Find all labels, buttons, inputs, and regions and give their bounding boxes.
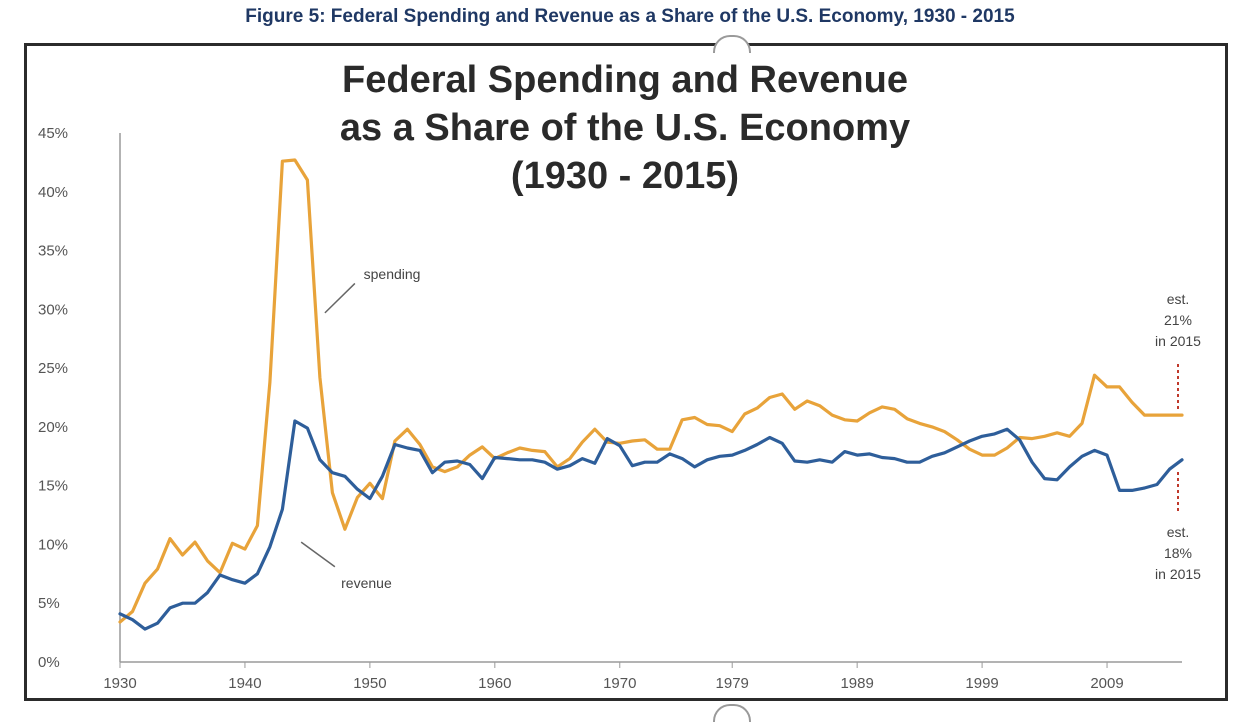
series-line-revenue: [118, 419, 1184, 631]
spending-end-annotation-line-1: est.: [1167, 291, 1190, 307]
chart-frame: [24, 43, 1228, 701]
y-tick-label: 5%: [38, 595, 60, 612]
spending-end-annotation-line-2: 21%: [1164, 312, 1192, 328]
y-tick-label: 25%: [38, 360, 68, 377]
chart-title: Federal Spending and Revenue as a Share …: [180, 56, 1070, 200]
series-line-spending: [118, 158, 1184, 624]
x-tick-label: 2009: [1090, 675, 1123, 692]
figure-caption: Figure 5: Federal Spending and Revenue a…: [245, 6, 1015, 27]
revenue-end-annotation-line-3: in 2015: [1155, 566, 1201, 582]
x-tick-label: 1989: [840, 675, 873, 692]
chart-title-line-3: (1930 - 2015): [510, 155, 740, 197]
chart-title-line-2: as a Share of the U.S. Economy: [339, 107, 911, 149]
revenue-end-annotation-line-1: est.: [1167, 524, 1190, 540]
chart-title-line-1: Federal Spending and Revenue: [342, 59, 908, 101]
x-tick-label: 1999: [965, 675, 998, 692]
spending-series-label: spending: [364, 266, 421, 282]
spending-end-annotation-line-3: in 2015: [1155, 333, 1201, 349]
y-tick-label: 0%: [38, 654, 60, 671]
x-tick-label: 1940: [228, 675, 261, 692]
x-tick-label: 1970: [603, 675, 636, 692]
x-tick-label: 1979: [716, 675, 749, 692]
y-tick-label: 45%: [38, 125, 68, 142]
y-tick-label: 20%: [38, 419, 68, 436]
revenue-series-label: revenue: [341, 575, 392, 591]
spending-label-pointer: [324, 282, 356, 314]
y-tick-label: 30%: [38, 301, 68, 318]
revenue-end-annotation-line-2: 18%: [1164, 545, 1192, 561]
revenue-label-pointer: [300, 541, 336, 568]
y-tick-label: 40%: [38, 184, 68, 201]
y-tick-label: 35%: [38, 243, 68, 260]
x-tick-label: 1930: [103, 675, 136, 692]
x-tick-label: 1960: [478, 675, 511, 692]
x-tick-label: 1950: [353, 675, 386, 692]
y-tick-label: 15%: [38, 478, 68, 495]
y-tick-label: 10%: [38, 536, 68, 553]
